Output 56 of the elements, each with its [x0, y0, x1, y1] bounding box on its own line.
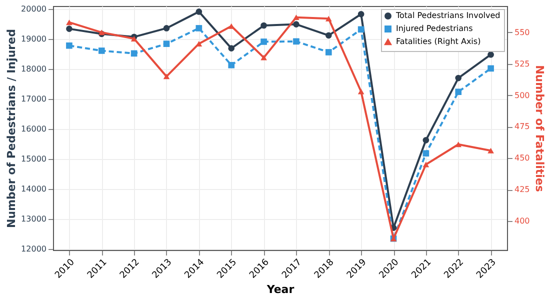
- y-tick-label: 13000: [21, 214, 46, 224]
- legend-label: Fatalities (Right Axis): [396, 37, 481, 46]
- point: [488, 51, 494, 58]
- point: [260, 38, 267, 45]
- y-tick-label: 15000: [21, 154, 46, 164]
- point: [488, 65, 494, 72]
- point: [422, 137, 430, 144]
- point: [163, 74, 170, 80]
- point: [98, 48, 105, 54]
- y2-tick-label: 550: [514, 28, 530, 37]
- x-axis-title: Year: [266, 283, 295, 296]
- y-tick-label: 18000: [21, 64, 46, 74]
- point: [260, 22, 267, 29]
- point: [455, 142, 462, 148]
- point: [228, 45, 235, 52]
- point: [260, 54, 267, 60]
- point: [196, 25, 202, 32]
- y2-tick-label: 425: [514, 185, 530, 194]
- legend-label: Injured Pedestrians: [396, 24, 473, 33]
- point: [293, 21, 300, 28]
- point: [293, 14, 300, 20]
- point: [228, 62, 235, 68]
- legend-label: Total Pedestrians Involved: [395, 11, 500, 20]
- point: [488, 148, 494, 154]
- point: [163, 40, 170, 47]
- y2-tick-label: 400: [514, 216, 530, 226]
- y2-tick-label: 500: [514, 90, 530, 100]
- point: [358, 88, 364, 94]
- point: [358, 10, 364, 18]
- y2-tick-label: 475: [514, 122, 530, 132]
- y-tick-label: 12000: [21, 244, 46, 254]
- y-axis-title: Number of Pedestrians / Injured: [5, 29, 18, 228]
- y2-tick-label: 450: [514, 154, 530, 163]
- point: [196, 8, 202, 15]
- point: [163, 25, 170, 32]
- point: [325, 32, 332, 39]
- point: [66, 42, 72, 49]
- point: [455, 74, 462, 82]
- y-tick-label: 16000: [21, 124, 46, 134]
- point: [66, 20, 72, 26]
- y2-axis-title: Number of Fatalities: [532, 65, 546, 192]
- point: [66, 26, 72, 32]
- point: [325, 16, 332, 22]
- point: [422, 162, 430, 168]
- y-tick-label: 19000: [21, 34, 46, 44]
- point: [422, 150, 430, 157]
- point: [293, 38, 300, 45]
- point: [455, 88, 462, 95]
- y2-tick-label: 525: [514, 59, 530, 68]
- point: [325, 49, 332, 56]
- point: [130, 50, 138, 57]
- point: [196, 40, 202, 46]
- y-tick-label: 17000: [21, 94, 46, 104]
- point: [358, 26, 364, 33]
- y-tick-label: 20000: [21, 4, 46, 14]
- y-tick-label: 14000: [21, 184, 46, 194]
